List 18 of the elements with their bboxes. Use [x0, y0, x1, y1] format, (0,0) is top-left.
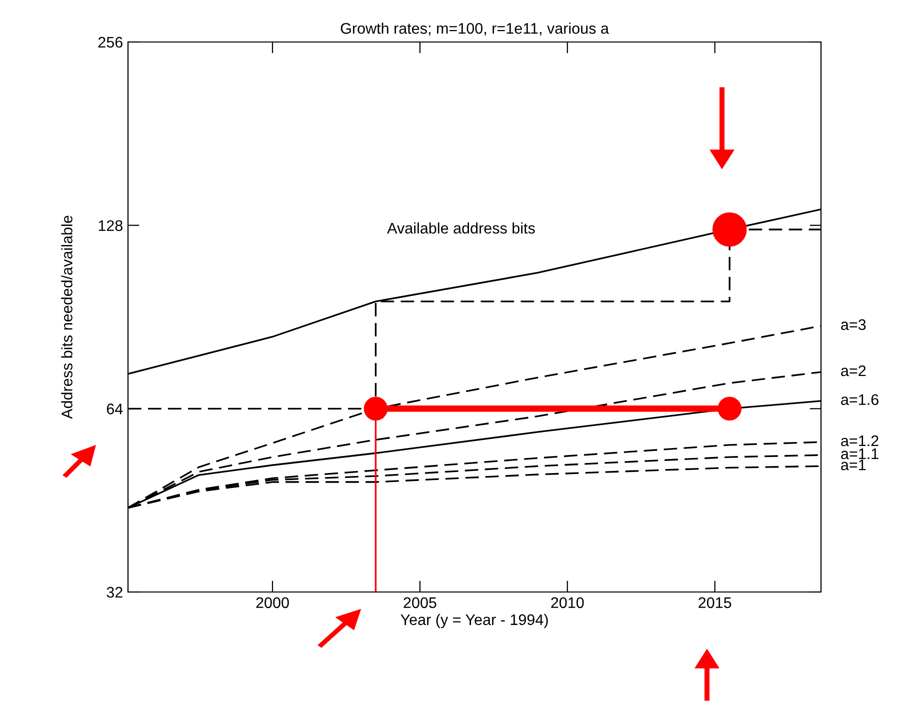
chart-title: Growth rates; m=100, r=1e11, various a — [340, 22, 609, 36]
y-tick-label: 32 — [106, 586, 122, 598]
text: Available address bits — [387, 222, 535, 234]
y-tick-label: 256 — [98, 36, 122, 48]
legend-label: a=1.6 — [841, 394, 878, 406]
x-tick-label: 2015 — [698, 597, 732, 608]
series-label: a=1 — [841, 460, 866, 470]
series-label: a=1.1 — [841, 448, 878, 460]
series-label: a=2 — [841, 365, 866, 376]
x-axis-title: Year (y = Year - 1994) — [400, 614, 548, 628]
y-tick-label: 64 — [106, 404, 123, 414]
y-axis-title: Address bits needed/available — [61, 216, 72, 419]
y-tick-label: 128 — [98, 220, 122, 232]
x-tick-label: 2010 — [551, 597, 584, 608]
x-tick-label: 2000 — [256, 597, 289, 608]
x-tick-label: 2005 — [404, 597, 436, 608]
series-label: a=3 — [841, 319, 866, 330]
series-label: a=1.2 — [841, 435, 878, 446]
